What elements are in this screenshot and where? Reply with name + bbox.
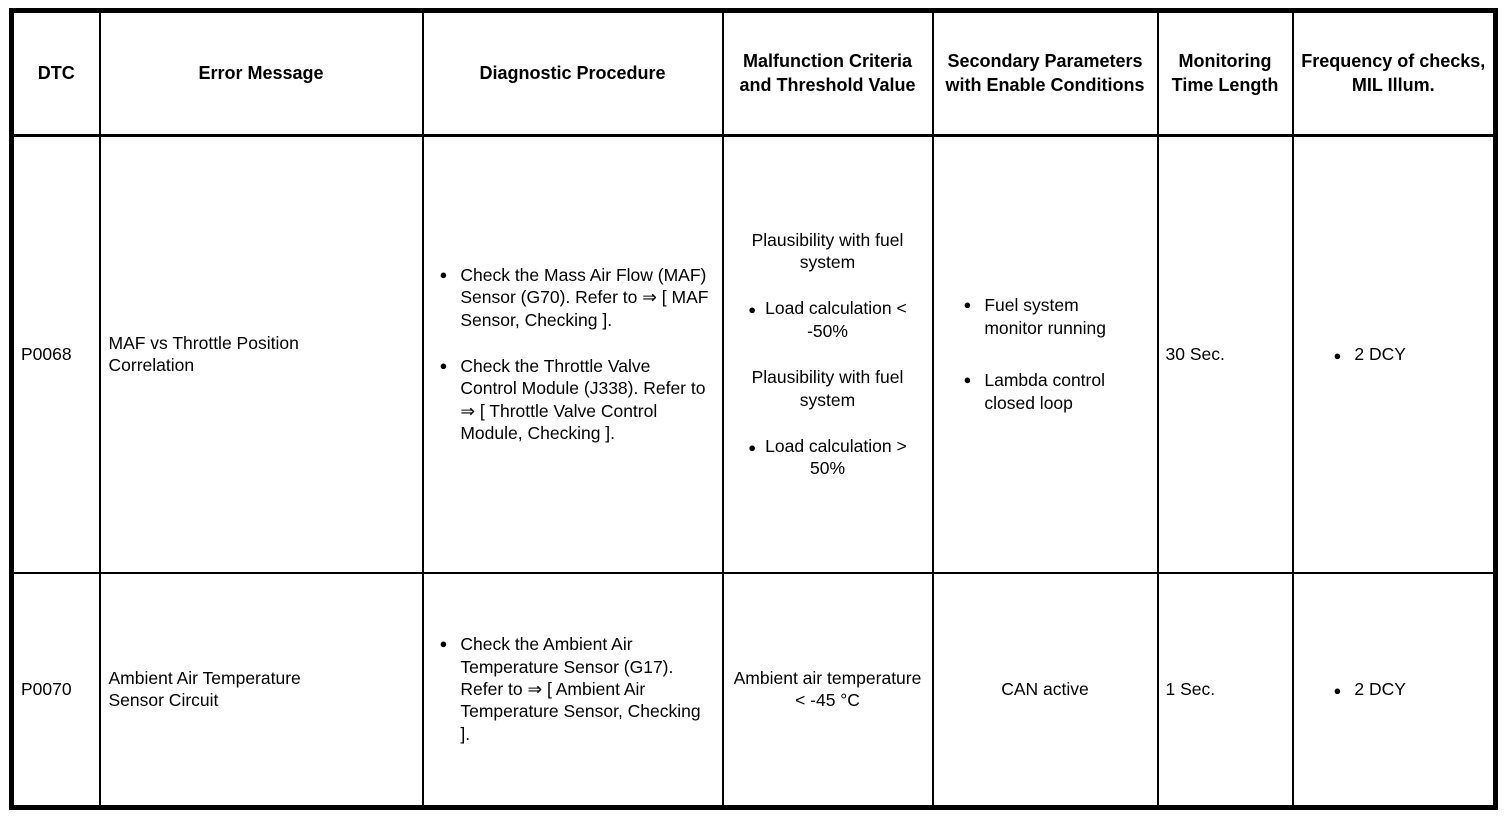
bullet-icon: ● (1333, 347, 1342, 363)
procedure-step: ● Check the Ambient Air Temperature Sens… (440, 633, 712, 745)
frequency-item: ● 2 DCY (1334, 678, 1486, 701)
criteria-text: Plausibility with fuel system (751, 229, 904, 273)
secondary-parameter-text: Lambda control closed loop (984, 370, 1105, 413)
procedure-step-text: Check the Ambient Air Temperature Sensor… (460, 634, 701, 744)
dtc-code: P0070 (21, 679, 72, 700)
table-row: P0068 MAF vs Throttle Position Correlati… (10, 134, 1497, 574)
cell-diagnostic-procedure: ● Check the Ambient Air Temperature Sens… (421, 571, 724, 809)
procedure-step: ● Check the Mass Air Flow (MAF) Sensor (… (440, 264, 712, 331)
frequency-text: 2 DCY (1354, 343, 1406, 364)
bullet-icon: ● (1333, 682, 1342, 698)
column-header-malfunction-criteria: Malfunction Criteria and Threshold Value (721, 9, 934, 137)
criteria-text: Ambient air temperature < -45 °C (733, 667, 922, 711)
column-header-monitoring-time: Monitoring Time Length (1156, 9, 1294, 137)
frequency-item: ● 2 DCY (1334, 343, 1486, 366)
secondary-parameter-text: Fuel system monitor running (984, 295, 1106, 338)
column-header-diagnostic-procedure: Diagnostic Procedure (421, 9, 724, 137)
bullet-icon: ● (439, 266, 448, 282)
secondary-parameter-item: ● Fuel system monitor running (964, 294, 1149, 339)
cell-diagnostic-procedure: ● Check the Mass Air Flow (MAF) Sensor (… (421, 134, 724, 574)
bullet-icon: ● (439, 358, 448, 374)
cell-error-message: Ambient Air Temperature Sensor Circuit (98, 571, 424, 809)
cell-error-message: MAF vs Throttle Position Correlation (98, 134, 424, 574)
dtc-code: P0068 (21, 344, 72, 365)
cell-monitoring-time: 1 Sec. (1156, 571, 1294, 809)
criteria-text: Load calculation > 50% (765, 436, 907, 479)
bullet-icon: ● (748, 302, 757, 318)
table-header-row: DTC Error Message Diagnostic Procedure M… (10, 9, 1497, 137)
error-message: MAF vs Throttle Position Correlation (108, 332, 299, 376)
cell-dtc-code: P0068 (10, 134, 101, 574)
criteria-bullet-item: ● Load calculation > 50% (732, 435, 924, 480)
dtc-table: DTC Error Message Diagnostic Procedure M… (9, 8, 1498, 810)
column-header-frequency: Frequency of checks, MIL Illum. (1291, 9, 1497, 137)
procedure-step-text: Check the Throttle Valve Control Module … (460, 356, 706, 444)
monitoring-time: 1 Sec. (1165, 679, 1216, 700)
secondary-parameter-item: ● Lambda control closed loop (964, 369, 1149, 414)
cell-malfunction-criteria: Plausibility with fuel system ● Load calc… (721, 134, 934, 574)
bullet-icon: ● (963, 372, 972, 388)
bullet-icon: ● (963, 297, 972, 313)
column-header-error-message: Error Message (98, 9, 424, 137)
bullet-icon: ● (439, 636, 448, 652)
monitoring-time: 30 Sec. (1165, 344, 1225, 365)
cell-secondary-parameters: ● Fuel system monitor running ● Lambda c… (931, 134, 1159, 574)
criteria-bullet-item: ● Load calculation < -50% (732, 297, 924, 342)
bullet-icon: ● (748, 440, 757, 456)
cell-frequency: ● 2 DCY (1291, 571, 1497, 809)
table-row: P0070 Ambient Air Temperature Sensor Cir… (10, 571, 1497, 809)
error-message: Ambient Air Temperature Sensor Circuit (108, 667, 301, 711)
procedure-step: ● Check the Throttle Valve Control Modul… (440, 355, 712, 445)
cell-malfunction-criteria: Ambient air temperature < -45 °C (721, 571, 934, 809)
procedure-step-text: Check the Mass Air Flow (MAF) Sensor (G7… (460, 264, 709, 330)
cell-dtc-code: P0070 (10, 571, 101, 809)
cell-secondary-parameters: CAN active (931, 571, 1159, 809)
criteria-text: Plausibility with fuel system (751, 367, 904, 410)
frequency-text: 2 DCY (1354, 678, 1406, 699)
cell-monitoring-time: 30 Sec. (1156, 134, 1294, 574)
criteria-text: Load calculation < -50% (765, 298, 907, 341)
secondary-parameter-text: CAN active (1001, 679, 1089, 700)
column-header-dtc: DTC (10, 9, 101, 137)
cell-frequency: ● 2 DCY (1291, 134, 1497, 574)
column-header-secondary-parameters: Secondary Parameters with Enable Conditi… (931, 9, 1159, 137)
